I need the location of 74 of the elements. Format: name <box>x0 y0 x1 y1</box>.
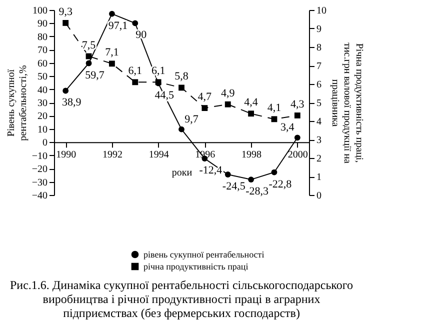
y-tick-label: 100 <box>32 6 48 16</box>
data-label: 4,4 <box>244 96 258 109</box>
point <box>62 20 69 26</box>
x-axis-title: роки <box>172 168 193 179</box>
y2-tick-label: 5 <box>316 98 322 109</box>
data-label: 4,3 <box>290 98 305 110</box>
data-label: 3,4 <box>280 122 295 134</box>
y2-tick-label: 9 <box>316 24 322 35</box>
y2-tick-label: 10 <box>316 6 326 16</box>
data-label: 9,7 <box>184 113 199 126</box>
data-label: 4,7 <box>198 91 212 104</box>
point <box>132 79 138 86</box>
data-label: 4,1 <box>267 102 282 114</box>
y2-tick-label: 4 <box>316 116 322 128</box>
point <box>62 88 69 94</box>
y2-tick-label: 0 <box>316 190 322 202</box>
x-tick-label: 1990 <box>56 150 76 161</box>
x-tick-label: 1992 <box>102 150 122 161</box>
point <box>178 126 184 132</box>
y2-tick-label: 2 <box>316 154 322 164</box>
data-label: -28,3 <box>246 186 269 198</box>
y-tick-label: −40 <box>32 190 48 202</box>
point <box>86 60 92 66</box>
point <box>224 101 231 108</box>
y-tick-label: 70 <box>38 45 48 56</box>
data-label: 5,8 <box>174 70 189 83</box>
y2-tick-label: 3 <box>316 135 322 146</box>
y-tick-label: 30 <box>38 98 48 109</box>
x-tick-label: 1994 <box>148 150 169 161</box>
point <box>294 112 300 118</box>
y2-tick-label: 8 <box>316 42 322 54</box>
data-label: 38,9 <box>62 96 82 109</box>
legend-label: рівень сукупної рентабельності <box>144 250 265 260</box>
y-tick-label: −30 <box>32 177 48 188</box>
point <box>224 172 231 178</box>
y-tick-label: 60 <box>38 58 48 70</box>
y2-tick-label: 1 <box>316 172 322 183</box>
point <box>248 110 254 117</box>
y2-tick-label: 6 <box>316 80 322 90</box>
point <box>294 134 300 141</box>
y-tick-label: 50 <box>38 72 48 83</box>
data-label: -12,4 <box>199 164 223 177</box>
y-tick-label: 10 <box>38 124 48 136</box>
y2-axis-title: Річна продуктивність праці, тис.грн валової продукції на працівника <box>330 42 364 164</box>
point <box>108 60 115 67</box>
y2-tick-label: 7 <box>316 61 322 72</box>
point <box>132 20 138 26</box>
y-tick-label: 90 <box>38 18 48 30</box>
y-tick-label: −20 <box>32 164 48 176</box>
point <box>108 10 115 17</box>
x-tick-label: 2000 <box>288 150 308 161</box>
y-tick-label: 40 <box>38 84 48 96</box>
y-tick-label: −10 <box>32 150 48 162</box>
legend-label: річна продуктивність праці <box>144 262 249 272</box>
y-tick-label: 0 <box>42 138 48 149</box>
y-tick-label: 20 <box>38 111 48 122</box>
data-label: 9,3 <box>58 6 73 18</box>
data-label: 59,7 <box>85 69 105 82</box>
data-label: 6,1 <box>128 65 142 78</box>
y-axis-title: Рівень сукупної рентабельності,% <box>6 65 29 141</box>
data-label: 4,9 <box>220 87 236 100</box>
data-label: 7,1 <box>105 46 119 59</box>
data-label: -22,8 <box>268 178 292 190</box>
data-label: -24,5 <box>222 180 246 193</box>
point <box>178 84 184 91</box>
text: Рис.1.6. Динаміка сукупної рентабельності сільськогосподарського виробництва і річної продуктивності праці в аграрних підприємствах (без фермерських господарств) <box>10 278 354 320</box>
point <box>271 169 278 176</box>
point <box>271 116 278 122</box>
point <box>202 105 208 112</box>
y-tick-label: 80 <box>38 32 48 43</box>
point <box>248 176 254 182</box>
data-label: 7,5 <box>82 39 96 52</box>
x-tick-label: 1998 <box>242 150 262 161</box>
data-label: 97,1 <box>108 20 128 32</box>
